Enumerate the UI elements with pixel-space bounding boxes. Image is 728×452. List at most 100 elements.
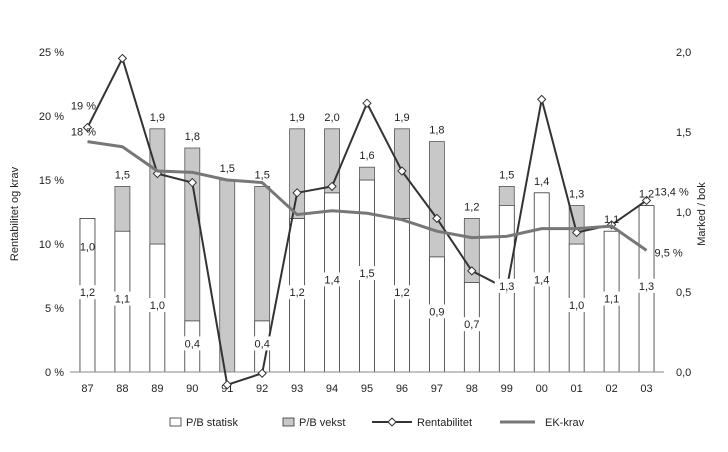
bar-inner-label: 0,9	[429, 306, 444, 318]
bar-total-label: 1,9	[289, 112, 304, 124]
x-tick-label: 98	[466, 383, 478, 395]
bar-inner-label: 1,1	[604, 294, 619, 306]
x-tick-label: 96	[396, 383, 408, 395]
legend-label-rentabilitet: Rentabilitet	[417, 417, 472, 429]
bar-total-label: 1,8	[429, 125, 444, 137]
bar-inner-label: 1,1	[115, 294, 130, 306]
marker-rentabilitet	[222, 380, 232, 390]
marker-rentabilitet	[117, 53, 128, 64]
marker-rentabilitet	[292, 188, 302, 198]
bar-inner-label-bg	[494, 278, 519, 293]
bar-inner-label: 1,0	[150, 300, 165, 312]
bar-pb-vekst	[289, 128, 306, 219]
bar-total-label: 1,9	[394, 112, 409, 124]
bar-pb-vekst	[359, 166, 375, 181]
bar-inner-label-bg	[564, 298, 589, 312]
bar-inner-label-bg	[529, 272, 554, 287]
left-tick-label: 5 %	[45, 303, 64, 315]
bar-inner-label: 0,4	[255, 338, 270, 350]
bar-total-label: 1,5	[255, 169, 270, 181]
annotation-label: 1,0	[80, 241, 95, 253]
marker-rentabilitet	[82, 122, 93, 133]
x-tick-label: 92	[256, 383, 268, 395]
bar-total-label: 1,2	[639, 189, 654, 201]
bar-inner-label: 1,3	[639, 281, 654, 293]
bar-inner-label: 1,2	[289, 287, 304, 299]
bar-total-label: 1,5	[499, 169, 514, 181]
annotation-label: 9,5 %	[655, 247, 683, 259]
bar-inner-label-bg	[285, 285, 310, 300]
right-axis-title: Marked / bok	[696, 182, 708, 246]
bar-total-label: 1,4	[534, 176, 549, 188]
marker-rentabilitet	[536, 94, 547, 105]
bar-total-label: 1,6	[359, 150, 374, 162]
x-tick-label: 94	[326, 383, 338, 395]
line-ek-krav	[87, 140, 648, 252]
legend-swatch-pb-vekst	[282, 417, 295, 427]
bar-inner-label: 1,3	[499, 281, 514, 293]
legend-marker-rentabilitet	[387, 417, 397, 427]
legend-swatch-pb-statisk	[169, 417, 182, 427]
bar-total-label: 1,9	[150, 112, 165, 124]
left-tick-label: 0 %	[45, 367, 64, 379]
left-tick-label: 15 %	[39, 175, 64, 187]
right-tick-label: 2,0	[676, 47, 691, 59]
marker-rentabilitet	[257, 368, 267, 378]
bars-layer	[79, 128, 655, 373]
bar-total-label: 2,0	[324, 112, 339, 124]
bar-inner-label-bg	[75, 285, 100, 300]
bar-inner-label-bg	[145, 298, 170, 312]
legend-label-pb-statisk: P/B statisk	[186, 417, 238, 429]
x-tick-label: 95	[361, 383, 373, 395]
bar-inner-label: 1,4	[324, 274, 339, 286]
legend-label-pb-vekst: P/B vekst	[299, 417, 345, 429]
bar-inner-label-bg	[599, 291, 624, 306]
x-tick-label: 88	[116, 383, 128, 395]
bar-inner-label: 1,2	[394, 287, 409, 299]
bar-pb-vekst	[428, 141, 445, 258]
bar-inner-label-bg	[250, 336, 275, 351]
bar-inner-label: 1,2	[80, 287, 95, 299]
left-tick-label: 20 %	[39, 111, 64, 123]
bar-inner-label-bg	[389, 285, 414, 300]
annotation-label: 18 %	[71, 127, 96, 139]
x-tick-label: 87	[81, 383, 93, 395]
marker-rentabilitet	[432, 213, 442, 224]
bar-pb-vekst	[219, 179, 236, 373]
bar-total-label: 1,2	[464, 201, 479, 213]
bar-pb-vekst	[498, 185, 515, 206]
bar-inner-label: 1,4	[534, 274, 549, 286]
marker-rentabilitet	[641, 195, 652, 206]
x-tick-label: 93	[291, 383, 303, 395]
marker-rentabilitet	[397, 166, 407, 176]
x-tick-label: 89	[151, 383, 163, 395]
annotation-label: 13,4 %	[655, 186, 689, 198]
x-tick-label: 90	[186, 383, 198, 395]
bar-pb-vekst	[149, 128, 166, 245]
legend-label-ek-krav: EK-krav	[545, 417, 585, 429]
x-tick-label: 02	[605, 383, 617, 395]
bar-inner-label-bg	[634, 278, 659, 293]
marker-rentabilitet	[362, 98, 372, 108]
bar-total-label: 1,3	[569, 189, 584, 201]
x-tick-label: 01	[571, 383, 583, 395]
bar-inner-label-bg	[180, 336, 205, 351]
bar-inner-label-bg	[320, 272, 345, 287]
x-tick-label: 03	[640, 383, 652, 395]
x-tick-label: 00	[536, 383, 548, 395]
left-tick-label: 25 %	[39, 47, 64, 59]
left-axis-title: Rentabilitet og krav	[9, 166, 21, 261]
axes-layer: 0 % 5 % 10 % 15 % 20 % 25 % 0,0 0,5 1,0 1,5 2,0 87 8…	[39, 47, 691, 395]
bar-inner-label: 0,7	[464, 319, 479, 331]
x-tick-label: 99	[501, 383, 513, 395]
bar-inner-label: 1,0	[569, 300, 584, 312]
bar-inner-label: 1,5	[359, 268, 374, 280]
bar-inner-label: 0,4	[185, 338, 200, 350]
marker-rentabilitet	[327, 181, 337, 192]
right-tick-label: 0,0	[676, 367, 691, 379]
bar-inner-label-bg	[110, 291, 135, 306]
left-tick-label: 10 %	[39, 239, 64, 251]
right-tick-label: 1,5	[676, 127, 691, 139]
